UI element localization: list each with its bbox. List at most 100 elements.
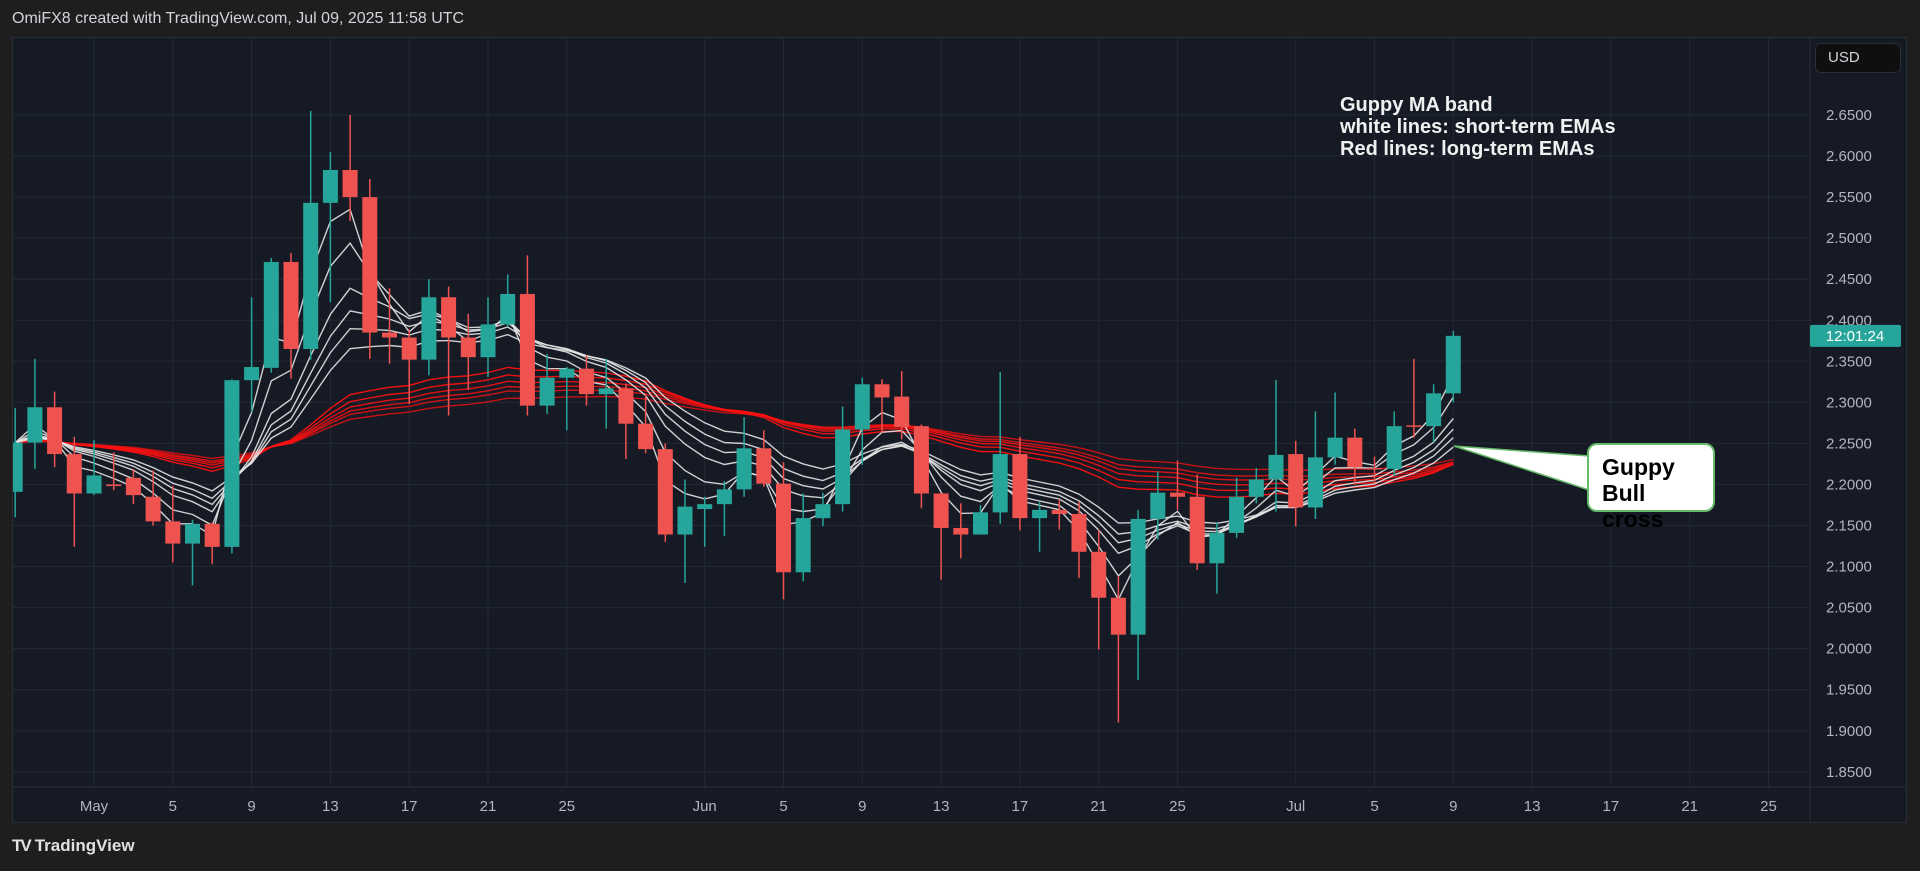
candle	[1150, 471, 1166, 540]
candles	[13, 110, 1461, 723]
candle	[598, 358, 614, 429]
price-tick-label: 2.0000	[1826, 641, 1872, 658]
candle	[874, 379, 890, 433]
candle	[1110, 576, 1126, 723]
candle	[933, 492, 949, 580]
candle-body	[66, 454, 82, 494]
price-tick-label: 2.4500	[1826, 271, 1872, 288]
candle-body	[283, 261, 299, 349]
price-tick-label: 2.3000	[1826, 394, 1872, 411]
candle-body	[598, 388, 614, 395]
date-tick-label: 5	[1370, 798, 1378, 815]
candle	[500, 274, 516, 327]
candle	[579, 355, 594, 406]
price-tick-label: 2.5000	[1826, 230, 1872, 247]
candle-body	[27, 407, 43, 443]
candle	[1445, 330, 1461, 403]
candle-body	[401, 337, 417, 360]
price-tick-label: 2.6000	[1826, 148, 1872, 165]
candle-body	[1130, 518, 1146, 635]
candle-body	[1091, 551, 1107, 598]
candle-body	[145, 496, 161, 522]
date-tick-label: 13	[1524, 798, 1541, 815]
candle-body	[953, 527, 969, 535]
candle	[677, 479, 693, 583]
date-tick-label: 9	[1449, 798, 1457, 815]
candle	[13, 408, 23, 518]
ema-line	[14, 310, 1454, 544]
price-tick-label: 1.9000	[1826, 723, 1872, 740]
candle	[244, 297, 260, 413]
candle-body	[1406, 425, 1422, 427]
candle	[66, 436, 82, 547]
candle-body	[913, 426, 929, 494]
date-tick-label: 13	[322, 798, 339, 815]
price-tick-label: 2.6500	[1826, 107, 1872, 124]
candle-body	[1012, 454, 1028, 519]
candle	[913, 424, 929, 509]
candle	[204, 522, 220, 565]
date-tick-label: Jun	[693, 798, 717, 815]
candle	[697, 496, 713, 547]
price-tick-label: 2.1500	[1826, 518, 1872, 535]
last-price-label	[1810, 324, 1901, 347]
price-tick-label: 1.9500	[1826, 682, 1872, 699]
ema-line	[15, 333, 1454, 525]
candle-body	[933, 493, 949, 528]
candle	[125, 468, 141, 505]
candle-body	[165, 521, 181, 544]
candle-body	[1426, 393, 1442, 427]
candle	[973, 504, 988, 535]
candle-body	[657, 449, 673, 535]
candle-body	[776, 483, 791, 573]
callout-line: Bull cross	[1602, 480, 1664, 532]
candle-body	[460, 337, 476, 358]
candle	[1248, 468, 1264, 504]
candle	[736, 417, 752, 497]
candle	[657, 443, 673, 542]
candle	[1288, 440, 1304, 527]
price-tick-label: 2.2500	[1826, 435, 1872, 452]
candle-body	[1288, 454, 1304, 508]
candle	[362, 179, 378, 359]
candle-body	[480, 324, 496, 358]
candle-body	[815, 504, 831, 519]
candle-body	[13, 442, 23, 492]
candle-body	[618, 388, 634, 424]
chart-pane[interactable]	[12, 37, 1907, 823]
candle-body	[86, 475, 102, 494]
candle	[756, 430, 772, 487]
candle-body	[795, 518, 811, 573]
candle-body	[1445, 335, 1461, 394]
date-tick-label: 5	[169, 798, 177, 815]
candle	[1051, 499, 1067, 530]
candle-body	[500, 293, 516, 325]
callout-line: Guppy	[1602, 454, 1675, 480]
candle	[27, 358, 43, 469]
candle-body	[1248, 479, 1264, 497]
date-tick-label: 5	[779, 798, 787, 815]
date-tick-label: 25	[558, 798, 575, 815]
candle	[185, 519, 200, 586]
tradingview-footer[interactable]: TV TradingView	[12, 836, 135, 856]
candle-body	[1229, 496, 1245, 533]
candle	[480, 297, 496, 377]
candle-body	[125, 477, 141, 496]
price-tick-label: 2.0500	[1826, 600, 1872, 617]
candle	[1229, 477, 1245, 538]
candle-body	[382, 332, 397, 338]
candle	[638, 394, 654, 454]
candle	[618, 383, 634, 459]
candle-body	[559, 368, 575, 378]
candle-body	[106, 484, 122, 487]
candle	[421, 279, 437, 376]
candle	[165, 486, 181, 563]
candle	[224, 379, 240, 554]
date-tick-label: 17	[1603, 798, 1620, 815]
guppy-annotation: Guppy MA band white lines: short-term EM…	[1340, 94, 1616, 160]
candle	[263, 257, 279, 373]
currency-button[interactable]: USD	[1815, 43, 1901, 73]
candle-body	[677, 506, 693, 535]
axes: 2.65002.60002.55002.50002.45002.40002.35…	[12, 37, 1907, 823]
